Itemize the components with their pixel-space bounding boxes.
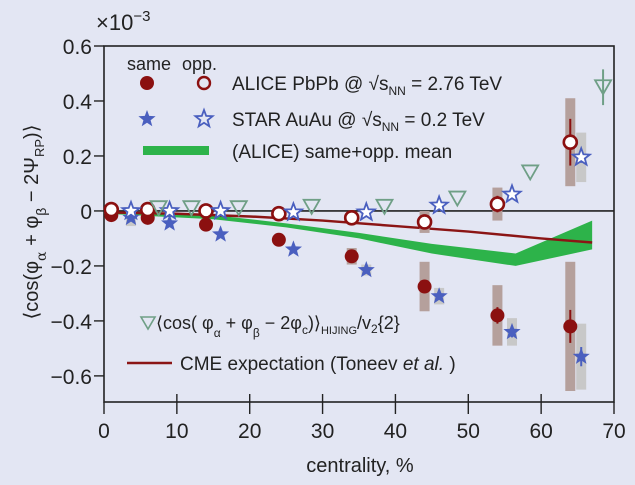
cme-line-layer: [103, 211, 593, 244]
x-tick-label: 60: [529, 420, 552, 443]
alice-opp-point: [271, 205, 287, 222]
star-opp-point: [355, 200, 378, 222]
x-tick-label: 30: [311, 420, 334, 443]
y-tick-label: 0: [80, 201, 92, 224]
alice-same-point: [490, 308, 505, 323]
plot-border: [103, 45, 615, 403]
legend-star-label: STAR AuAu @ √sNN = 0.2 TeV: [232, 110, 485, 134]
star-same-point: [122, 208, 140, 226]
alice-same-point: [199, 217, 213, 232]
star-opp-point: [119, 199, 142, 221]
y-tick-label: 0.4: [63, 91, 93, 114]
ticks-layer: 0 10 20 30 40 50 60 70 −0.6 −0.4 −0.2 0 0.2 0.4 0.6: [51, 36, 626, 443]
legend-star-opp-marker: [192, 107, 216, 129]
star-open-icon: [192, 107, 216, 129]
legend-mean-label: (ALICE) same+opp. mean: [232, 142, 452, 163]
hijing-point: [149, 200, 169, 218]
hijing-point: [302, 198, 322, 216]
mean-band-layer: [104, 210, 593, 266]
hijing-point: [447, 190, 467, 208]
x-tick-label: 70: [602, 420, 625, 443]
star-same-point: [284, 240, 302, 257]
y-tick-label: 0.6: [63, 36, 92, 59]
y-axis-label: ⟨cos(φα + φβ − 2ΨRP)⟩: [21, 124, 50, 319]
mean-band: [104, 210, 593, 266]
star-same-point: [212, 225, 230, 242]
y-multiplier: ×10−3: [96, 8, 150, 35]
x-tick-label: 20: [238, 420, 261, 443]
alice-same-point: [344, 249, 359, 264]
x-tick-label: 40: [384, 420, 407, 443]
star-same-point: [357, 261, 375, 278]
hijing-point: [593, 79, 613, 97]
star-opp-point: [570, 145, 593, 167]
data-markers-layer: [103, 79, 613, 364]
hijing-point: [181, 200, 201, 218]
star-opp-point: [282, 200, 305, 222]
hijing-point: [229, 200, 249, 218]
legend-header-same: same: [127, 54, 171, 74]
star-filled-icon: [138, 110, 156, 127]
star-opp-point: [500, 182, 524, 204]
star-same-point: [161, 214, 179, 231]
star-opp-point: [428, 193, 451, 215]
y-tick-label: −0.4: [51, 311, 93, 334]
alice-opp-point: [343, 210, 360, 226]
star-same-point: [503, 322, 521, 340]
alice-same-point: [271, 232, 286, 247]
star-same-point: [430, 287, 448, 304]
hijing-point: [374, 198, 395, 216]
legend-alice-label: ALICE PbPb @ √sNN = 2.76 TeV: [232, 74, 502, 98]
cme-line: [103, 211, 593, 244]
star-opp-point: [209, 199, 232, 221]
legend-cme-label: CME expectation (Toneev et al. ): [180, 354, 456, 375]
alice-opp-point: [562, 134, 579, 151]
x-tick-label: 10: [165, 420, 188, 443]
alice-opp-point: [198, 203, 214, 219]
alice-opp-point: [103, 201, 120, 218]
alice-opp-point: [139, 201, 156, 218]
y-tick-label: −0.2: [51, 256, 92, 279]
legend-hijing-marker: [139, 316, 157, 331]
legend-header-opp: opp.: [182, 54, 217, 74]
legend-mean-swatch: [143, 146, 209, 155]
legend-hijing-label: ⟨cos( φα + φβ − 2φc)⟩HIJING/v2{2}: [156, 313, 400, 340]
x-axis-label: centrality, %: [306, 455, 414, 477]
hijing-point: [520, 164, 540, 182]
alice-opp-point: [489, 196, 506, 212]
legend: same opp. ALICE PbPb @ √sNN = 2.76 TeV S…: [127, 54, 502, 375]
legend-alice-same-marker: [140, 76, 154, 90]
legend-star-same-marker: [138, 110, 156, 127]
legend-alice-opp-marker: [196, 75, 212, 91]
alice-same-point: [563, 319, 578, 334]
alice-opp-point: [416, 214, 433, 230]
alice-same-point: [417, 279, 432, 294]
star-same-point: [572, 347, 590, 364]
y-tick-label: −0.6: [51, 366, 92, 389]
x-tick-label: 0: [98, 420, 110, 443]
y-tick-label: 0.2: [63, 146, 92, 169]
x-tick-label: 50: [457, 420, 480, 443]
